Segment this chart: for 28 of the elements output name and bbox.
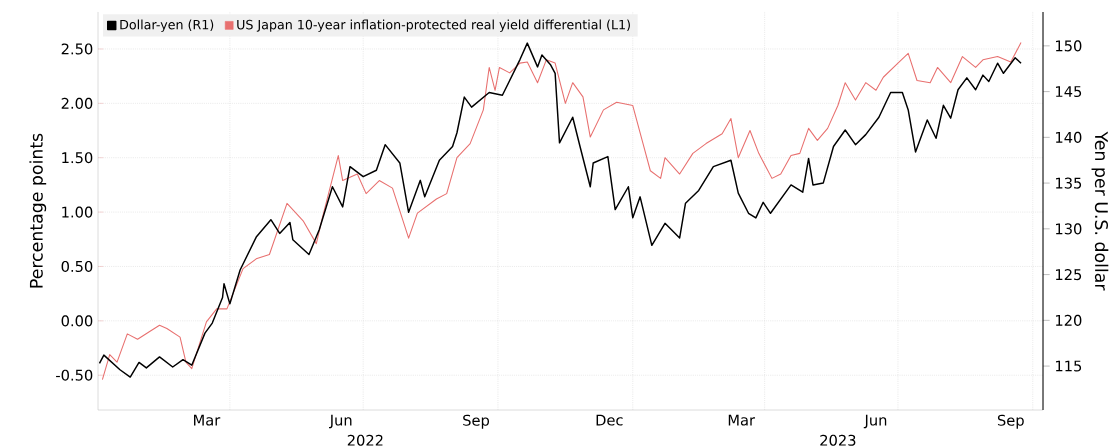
y2-tick-label: 145 bbox=[1056, 86, 1082, 98]
y2-tick-label: 120 bbox=[1056, 314, 1082, 326]
legend-label: Dollar-yen (R1) bbox=[120, 19, 214, 32]
y-tick-label: -0.50 bbox=[56, 369, 93, 381]
x-tick-label: Sep bbox=[463, 414, 490, 429]
y2-tick-label: 150 bbox=[1056, 40, 1082, 52]
y-tick-label: 0.00 bbox=[61, 315, 93, 327]
y2-tick-label: 130 bbox=[1056, 223, 1082, 235]
y-tick-label: 2.50 bbox=[61, 43, 93, 55]
text: 2023 bbox=[820, 434, 856, 446]
x-tick-label: Jun bbox=[329, 414, 352, 429]
y2-tick-label: 115 bbox=[1056, 360, 1082, 372]
legend-label: US Japan 10-year inflation-protected real yield differential (L1) bbox=[237, 19, 630, 32]
y-tick-label: 0.50 bbox=[61, 260, 93, 273]
y-tick-label: 1.50 bbox=[62, 152, 93, 164]
y2-tick-label: 135 bbox=[1056, 177, 1082, 189]
y2-tick-label: 140 bbox=[1056, 131, 1082, 143]
x-tick-label: Jun bbox=[863, 414, 887, 429]
x-tick-label: Mar bbox=[194, 414, 221, 426]
y-tick-label: 1.00 bbox=[62, 206, 93, 218]
y-tick-label: 2.00 bbox=[61, 97, 93, 109]
y2-tick-label: 125 bbox=[1056, 269, 1082, 281]
y-axis-title: Percentage points bbox=[29, 133, 47, 288]
text: 2022 bbox=[347, 434, 383, 446]
x-tick-label: Dec bbox=[596, 414, 623, 426]
x-tick-label: Sep bbox=[997, 414, 1024, 429]
x-tick-label: Mar bbox=[728, 414, 756, 426]
y2-axis-title: Yen per U.S. dollar bbox=[1091, 131, 1109, 291]
